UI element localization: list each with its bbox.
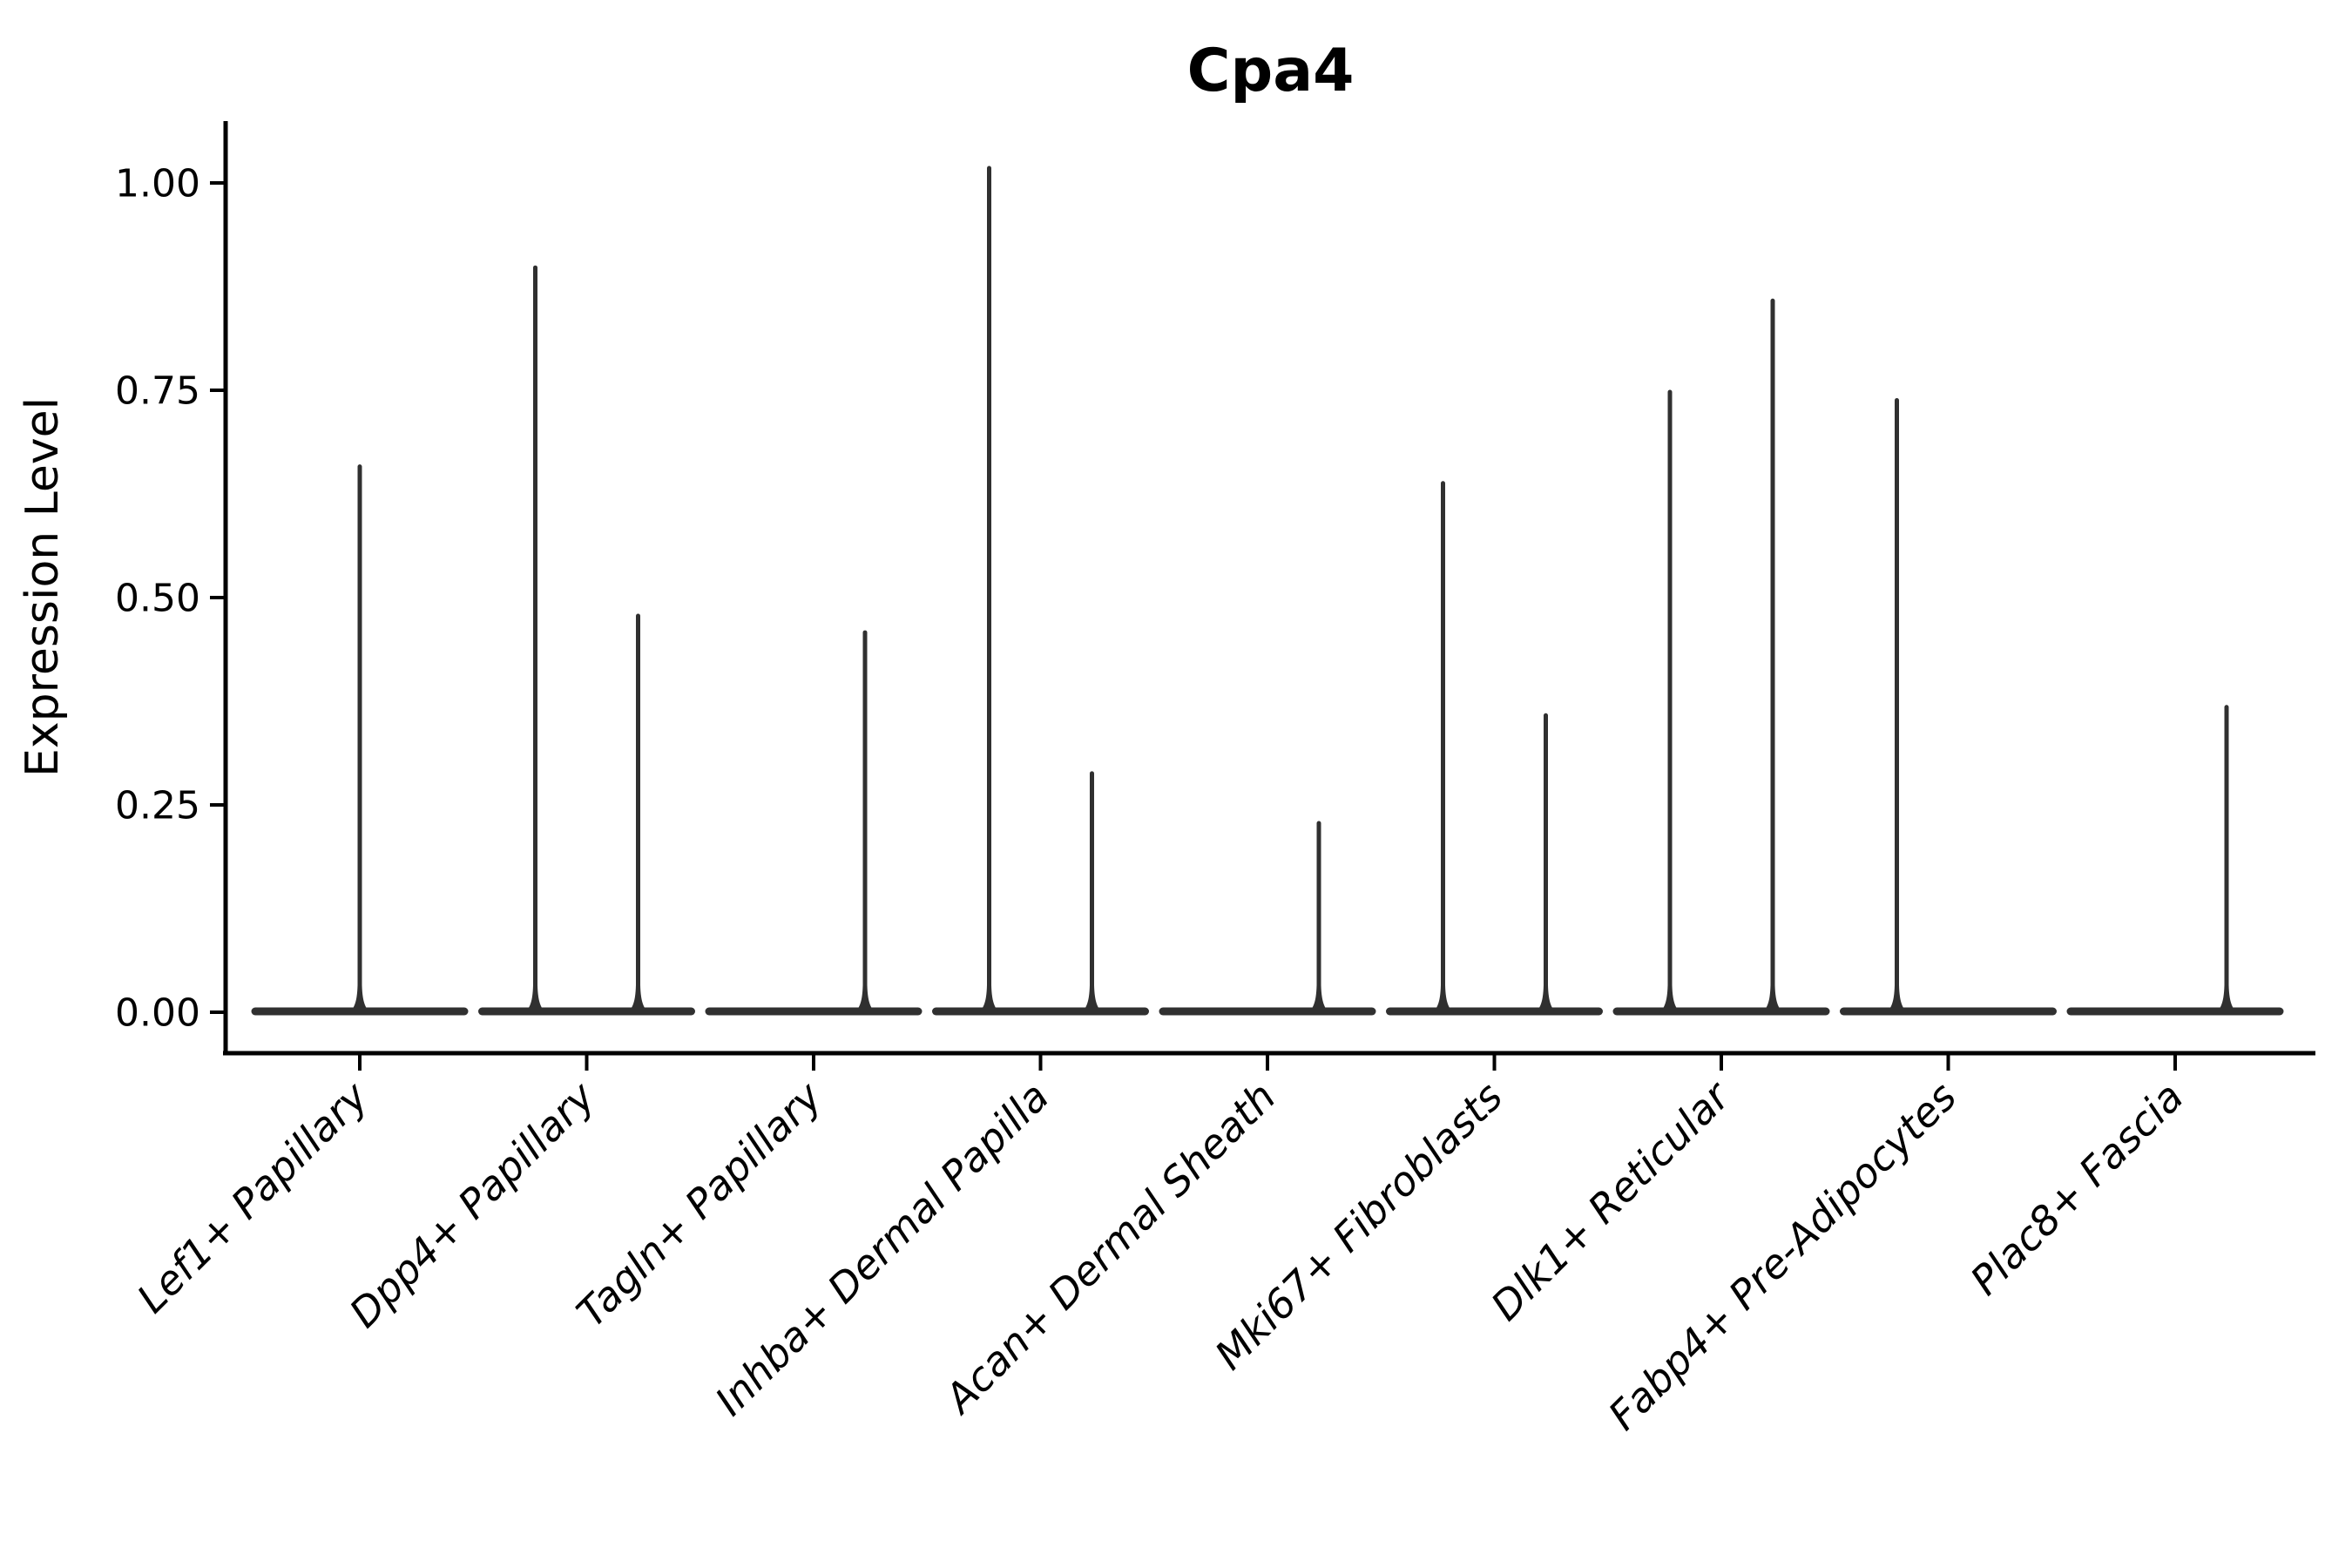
violin-spike-flare bbox=[520, 985, 551, 1015]
y-tick-label: 0.25 bbox=[115, 783, 200, 828]
x-tick-label: Dpp4+ Papillary bbox=[341, 1072, 605, 1336]
x-tick-label: Lef1+ Papillary bbox=[128, 1072, 377, 1321]
chart-title: Cpa4 bbox=[1187, 37, 1355, 105]
violin-spike-flare bbox=[623, 985, 653, 1015]
violin-spike-flare bbox=[1077, 985, 1107, 1015]
y-tick-label: 0.00 bbox=[115, 990, 200, 1035]
violin-spike-flare bbox=[1655, 985, 1685, 1015]
y-tick-label: 1.00 bbox=[115, 161, 200, 206]
violin-spike-flare bbox=[345, 985, 375, 1015]
violin-spike-flare bbox=[1531, 985, 1561, 1015]
violin-spike-flare bbox=[1304, 985, 1334, 1015]
violin-spike-flare bbox=[974, 985, 1004, 1015]
violin-spike-flare bbox=[850, 985, 880, 1015]
y-tick-label: 0.50 bbox=[115, 576, 200, 620]
violin-spike-flare bbox=[1758, 985, 1788, 1015]
violin-spike-flare bbox=[2212, 985, 2241, 1015]
y-tick-label: 0.75 bbox=[115, 368, 200, 413]
violin-spike-flare bbox=[1428, 985, 1458, 1015]
violin-spike-flare bbox=[1882, 985, 1912, 1015]
x-tick-label: Plac8+ Fascia bbox=[1961, 1073, 2192, 1304]
x-tick-label: Dlk1+ Reticular bbox=[1482, 1071, 1740, 1329]
x-tick-label: Tagln+ Papillary bbox=[567, 1072, 831, 1336]
y-axis-label: Expression Level bbox=[17, 397, 69, 777]
